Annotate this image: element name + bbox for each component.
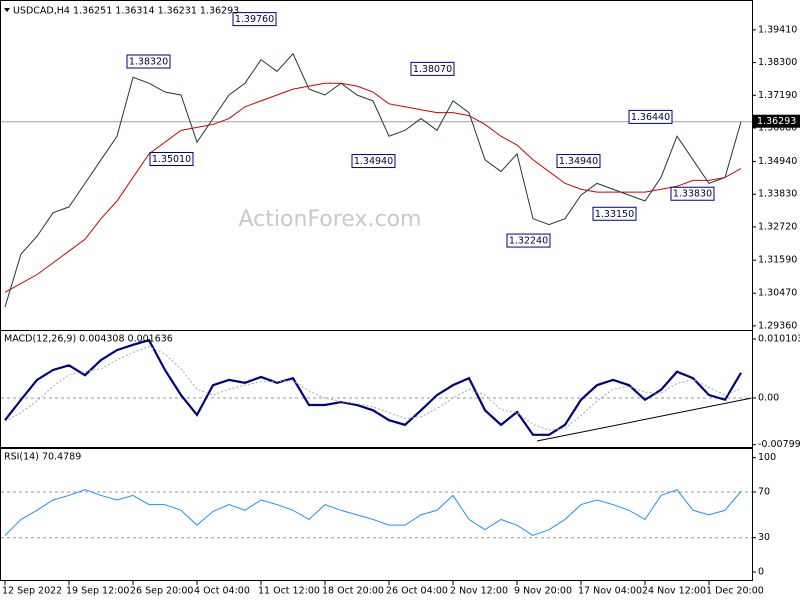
price-label-box xyxy=(670,186,715,201)
x-tick-label: 2 Nov 12:00 xyxy=(450,586,508,597)
price-label: 1.32240 xyxy=(509,236,548,247)
y-tick-label: 0 xyxy=(758,567,764,578)
x-tick-label: 4 Oct 04:00 xyxy=(194,586,250,597)
title-marker xyxy=(4,8,10,12)
series-line xyxy=(4,338,742,436)
series-line xyxy=(4,489,742,536)
y-tick-label: 1.32720 xyxy=(758,221,797,232)
price-label-box xyxy=(126,54,171,69)
y-tick-label: 1.39410 xyxy=(758,24,797,35)
price-label-box xyxy=(506,233,551,248)
x-tick-label: 9 Nov 20:00 xyxy=(514,586,572,597)
x-tick-label: 18 Oct 20:00 xyxy=(322,586,384,597)
y-tick-label: 70 xyxy=(758,487,770,498)
y-tick-label: 1.33830 xyxy=(758,189,797,200)
price-label-box xyxy=(232,12,277,27)
price-label: 1.39760 xyxy=(235,14,274,25)
price-label: 1.33150 xyxy=(595,209,634,220)
x-tick-label: 12 Sep 2022 xyxy=(2,586,62,597)
pane-frame xyxy=(0,448,753,581)
trendline xyxy=(536,397,753,442)
y-tick-label: 0.00 xyxy=(758,393,779,404)
x-tick-label: 24 Nov 12:00 xyxy=(642,586,706,597)
y-tick-label: 1.30470 xyxy=(758,288,797,299)
y-tick-label: 1.31590 xyxy=(758,255,797,266)
x-tick-label: 11 Oct 12:00 xyxy=(258,586,320,597)
x-tick-label: 1 Dec 20:00 xyxy=(706,586,764,597)
last-price-box xyxy=(753,114,800,128)
y-tick-label: 100 xyxy=(758,452,776,463)
price-label-box xyxy=(556,154,601,169)
pane-title: RSI(14) 70.4789 xyxy=(4,452,81,463)
price-label-box xyxy=(149,151,194,166)
y-tick-label: 1.36080 xyxy=(758,122,797,133)
price-label-box xyxy=(410,61,455,76)
pane-title: USDCAD,H4 1.36251 1.36314 1.36231 1.3629… xyxy=(13,6,239,17)
y-tick-label: 1.38300 xyxy=(758,57,797,68)
price-label: 1.33830 xyxy=(673,189,712,200)
x-tick-label: 26 Sep 20:00 xyxy=(130,586,193,597)
watermark: ActionForex.com xyxy=(239,207,422,232)
y-tick-label: 1.29360 xyxy=(758,320,797,331)
price-label: 1.36440 xyxy=(631,112,670,123)
series-line xyxy=(4,82,742,293)
y-tick-label: 0.010103 xyxy=(758,334,800,345)
y-tick-label: -0.007998 xyxy=(758,439,800,450)
y-tick-label: 30 xyxy=(758,532,770,543)
price-label: 1.38320 xyxy=(129,57,168,68)
price-label-box xyxy=(628,109,673,124)
y-tick-label: 1.37190 xyxy=(758,90,797,101)
price-label-box xyxy=(351,154,396,169)
price-label: 1.35010 xyxy=(152,154,191,165)
series-line xyxy=(4,52,742,308)
price-label-box xyxy=(592,206,637,221)
pane-frame xyxy=(0,330,753,448)
pane-title: MACD(12,26,9) 0.004308 0.001636 xyxy=(4,334,173,345)
last-price-label: 1.36293 xyxy=(757,116,796,127)
x-tick-label: 26 Oct 04:00 xyxy=(386,586,448,597)
price-label: 1.34940 xyxy=(354,156,393,167)
x-tick-label: 17 Nov 04:00 xyxy=(578,586,642,597)
y-tick-label: 1.34940 xyxy=(758,156,797,167)
price-label: 1.38070 xyxy=(413,64,452,75)
x-tick-label: 19 Sep 12:00 xyxy=(66,586,129,597)
price-label: 1.34940 xyxy=(559,156,598,167)
